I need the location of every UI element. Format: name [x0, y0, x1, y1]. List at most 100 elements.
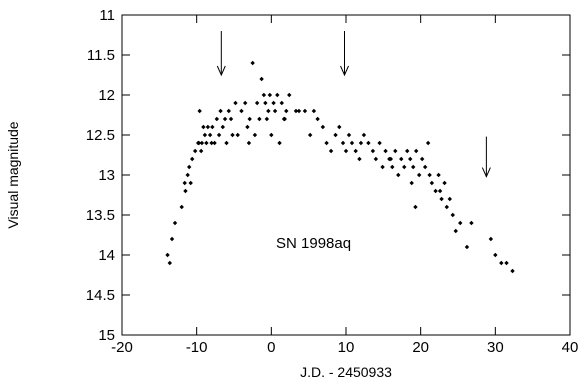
- data-point: [370, 148, 376, 154]
- data-point: [419, 156, 425, 162]
- data-point: [222, 116, 228, 122]
- arrows-layer: [216, 31, 491, 178]
- data-point: [453, 228, 458, 234]
- data-point: [287, 92, 292, 98]
- data-point: [315, 116, 320, 122]
- data-point: [436, 172, 441, 178]
- data-point: [324, 140, 329, 146]
- y-tick-label: 15: [98, 327, 115, 344]
- data-point: [204, 140, 209, 146]
- data-point: [358, 140, 364, 146]
- data-point: [247, 116, 252, 122]
- data-point: [337, 124, 342, 130]
- x-axis-title: J.D. - 2450933: [300, 364, 392, 380]
- data-point: [328, 148, 334, 154]
- data-point: [413, 148, 419, 154]
- data-point: [439, 196, 444, 202]
- data-point: [269, 132, 274, 138]
- data-point: [214, 116, 220, 122]
- x-tick-label: 40: [562, 339, 579, 356]
- data-point: [340, 140, 346, 146]
- data-point: [458, 220, 463, 226]
- data-point: [320, 124, 326, 130]
- data-point: [201, 124, 206, 130]
- data-point: [413, 204, 418, 210]
- data-point: [464, 244, 470, 250]
- data-point: [233, 100, 238, 106]
- data-point: [202, 132, 208, 138]
- data-point: [224, 140, 229, 146]
- data-point: [192, 148, 198, 154]
- data-point: [252, 132, 258, 138]
- data-point: [246, 140, 252, 146]
- data-point: [393, 148, 398, 154]
- annotation-label: SN 1998aq: [276, 235, 351, 252]
- data-point: [250, 60, 255, 66]
- x-tick-label: -20: [111, 339, 133, 356]
- points-layer: [165, 60, 515, 274]
- x-tick-label: -10: [186, 339, 208, 356]
- data-point: [235, 132, 240, 138]
- data-point: [411, 164, 416, 170]
- data-point: [390, 164, 395, 170]
- data-point: [279, 100, 284, 106]
- data-point: [442, 180, 447, 186]
- data-point: [447, 196, 452, 202]
- data-point: [282, 116, 287, 122]
- x-tick-label: 0: [267, 339, 275, 356]
- data-point: [216, 132, 222, 138]
- data-point: [243, 100, 248, 106]
- data-point: [399, 156, 404, 162]
- data-point: [427, 172, 432, 178]
- data-point: [263, 100, 268, 106]
- data-point: [293, 108, 299, 114]
- data-point: [383, 148, 388, 154]
- data-point: [169, 236, 175, 242]
- data-point: [488, 236, 494, 242]
- y-tick-label: 14.5: [86, 287, 115, 304]
- y-tick-label: 13.5: [86, 207, 115, 224]
- data-point: [254, 100, 260, 106]
- y-tick-label: 12.5: [86, 127, 115, 144]
- data-point: [165, 252, 170, 258]
- x-ticks-layer: -20 -10 0 10 20 30 40: [111, 15, 578, 356]
- data-point: [429, 180, 435, 186]
- data-point: [349, 140, 355, 146]
- data-point: [373, 156, 379, 162]
- x-tick-label: 20: [412, 339, 429, 356]
- x-tick-label: 30: [487, 339, 504, 356]
- data-point: [422, 164, 428, 170]
- data-point: [307, 132, 313, 138]
- y-tick-label: 14: [98, 247, 115, 264]
- data-point: [183, 188, 188, 194]
- data-point: [361, 132, 367, 138]
- data-point: [425, 140, 431, 146]
- data-point: [210, 124, 215, 130]
- data-point: [205, 124, 211, 130]
- data-point: [207, 132, 213, 138]
- data-point: [277, 140, 282, 146]
- y-axis-title: Visual magnitude: [5, 121, 21, 228]
- data-point: [366, 140, 371, 146]
- data-point: [450, 212, 455, 218]
- data-point: [405, 148, 410, 154]
- data-point: [409, 180, 414, 186]
- data-point: [272, 108, 278, 114]
- data-point: [239, 108, 244, 114]
- data-point: [296, 108, 302, 114]
- data-point: [343, 148, 349, 154]
- data-point: [357, 156, 362, 162]
- data-point: [266, 108, 271, 114]
- data-point: [197, 108, 202, 114]
- data-point: [377, 140, 382, 146]
- data-point: [264, 116, 270, 122]
- data-point: [302, 108, 308, 114]
- data-point: [188, 180, 193, 186]
- x-tick-label: 10: [338, 339, 355, 356]
- data-point: [444, 204, 449, 210]
- data-point: [198, 148, 204, 154]
- data-point: [259, 76, 264, 82]
- data-point: [346, 132, 352, 138]
- data-point: [380, 164, 385, 170]
